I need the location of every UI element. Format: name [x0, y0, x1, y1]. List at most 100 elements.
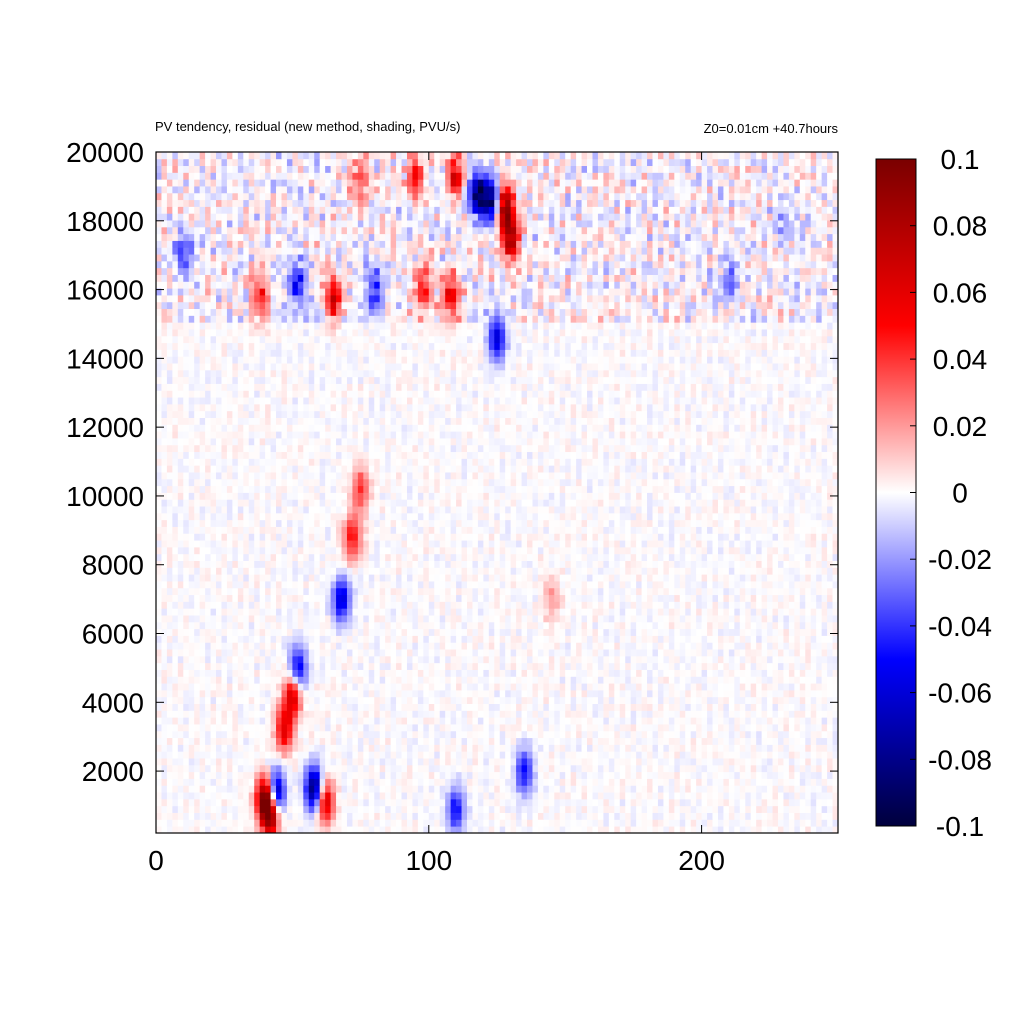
heatmap-cell [816, 792, 823, 800]
heatmap-cell [412, 826, 419, 834]
heatmap-cell [445, 567, 452, 575]
heatmap-cell [472, 662, 479, 670]
heatmap-cell [265, 676, 271, 684]
heatmap-cell [690, 812, 697, 820]
heatmap-cell [477, 778, 484, 786]
heatmap-cell [396, 798, 402, 807]
heatmap-cell [821, 758, 828, 766]
heatmap-cell [477, 751, 484, 759]
heatmap-cell [412, 751, 419, 759]
heatmap-cell [783, 771, 790, 779]
heatmap-cell [166, 567, 173, 575]
heatmap-cell [832, 615, 839, 623]
heatmap-cell [777, 751, 784, 759]
heatmap-cell [663, 764, 670, 773]
heatmap-cell [237, 587, 244, 596]
heatmap-cell [576, 812, 582, 820]
heatmap-cell [412, 764, 419, 773]
heatmap-cell [647, 805, 653, 813]
heatmap-cell [477, 785, 484, 793]
heatmap-cell [701, 717, 708, 725]
heatmap-cell [199, 710, 206, 718]
heatmap-cell [581, 703, 588, 711]
heatmap-cell [341, 764, 348, 773]
heatmap-cell [281, 812, 288, 820]
heatmap-cell [319, 826, 326, 834]
heatmap-cell [216, 655, 222, 664]
heatmap-cell [783, 689, 790, 698]
heatmap-cell [216, 683, 222, 691]
heatmap-cell [319, 737, 326, 745]
heatmap-cell [156, 608, 162, 616]
heatmap-cell [668, 574, 675, 582]
heatmap-cell [243, 587, 250, 596]
heatmap-cell [281, 635, 288, 643]
heatmap-cell [221, 771, 228, 779]
heatmap-cell [194, 608, 201, 616]
heatmap-cell [537, 812, 544, 820]
heatmap-cells [156, 152, 839, 834]
heatmap-cell [456, 567, 462, 575]
heatmap-cell [265, 621, 271, 630]
heatmap-cell [303, 724, 310, 732]
heatmap-cell [445, 655, 452, 664]
heatmap-cell [199, 717, 206, 725]
heatmap-cell [439, 676, 446, 684]
heatmap-cell [712, 587, 719, 596]
heatmap-cell [794, 635, 801, 643]
heatmap-cell [483, 805, 490, 813]
heatmap-cell [259, 662, 266, 670]
heatmap-cell [466, 703, 473, 711]
heatmap-cell [816, 628, 823, 636]
heatmap-cell [177, 560, 184, 568]
heatmap-cell [685, 581, 692, 589]
heatmap-cell [756, 608, 763, 616]
heatmap-cell [505, 751, 512, 759]
heatmap-cell [210, 567, 217, 575]
heatmap-cell [657, 758, 664, 766]
heatmap-cell [466, 581, 473, 589]
heatmap-cell [527, 778, 533, 786]
heatmap-cell [625, 662, 632, 670]
heatmap-cell [428, 812, 435, 820]
heatmap-cell [636, 649, 642, 657]
heatmap-cell [619, 608, 626, 616]
heatmap-cell [505, 635, 512, 643]
heatmap-cell [363, 655, 370, 664]
heatmap-cell [505, 812, 512, 820]
heatmap-cell [325, 724, 331, 732]
heatmap-cell [761, 826, 768, 834]
heatmap-cell [292, 744, 299, 752]
heatmap-cell [630, 683, 637, 691]
heatmap-cell [625, 587, 632, 596]
heatmap-cell [805, 792, 812, 800]
heatmap-cell [439, 724, 446, 732]
heatmap-cell [756, 785, 763, 793]
heatmap-cell [570, 669, 577, 677]
heatmap-cell [439, 798, 446, 807]
heatmap-cell [494, 587, 501, 596]
heatmap-cell [603, 778, 610, 786]
heatmap-cell [156, 621, 162, 630]
heatmap-cell [505, 601, 512, 609]
heatmap-cell [647, 669, 653, 677]
heatmap-cell [548, 710, 555, 718]
heatmap-cell [587, 826, 593, 834]
heatmap-cell [554, 683, 561, 691]
heatmap-cell [521, 560, 528, 568]
heatmap-cell [619, 703, 626, 711]
heatmap-cell [767, 778, 773, 786]
heatmap-cell [472, 798, 479, 807]
heatmap-cell [527, 608, 533, 616]
heatmap-cell [739, 608, 746, 616]
heatmap-cell [205, 689, 211, 698]
heatmap-cell [226, 574, 233, 582]
heatmap-cell [428, 567, 435, 575]
heatmap-cell [357, 601, 364, 609]
heatmap-cell [510, 574, 517, 582]
heatmap-cell [336, 594, 342, 602]
heatmap-cell [510, 696, 517, 705]
heatmap-cell [652, 649, 659, 657]
heatmap-cell [510, 594, 517, 602]
heatmap-cell [286, 737, 293, 745]
